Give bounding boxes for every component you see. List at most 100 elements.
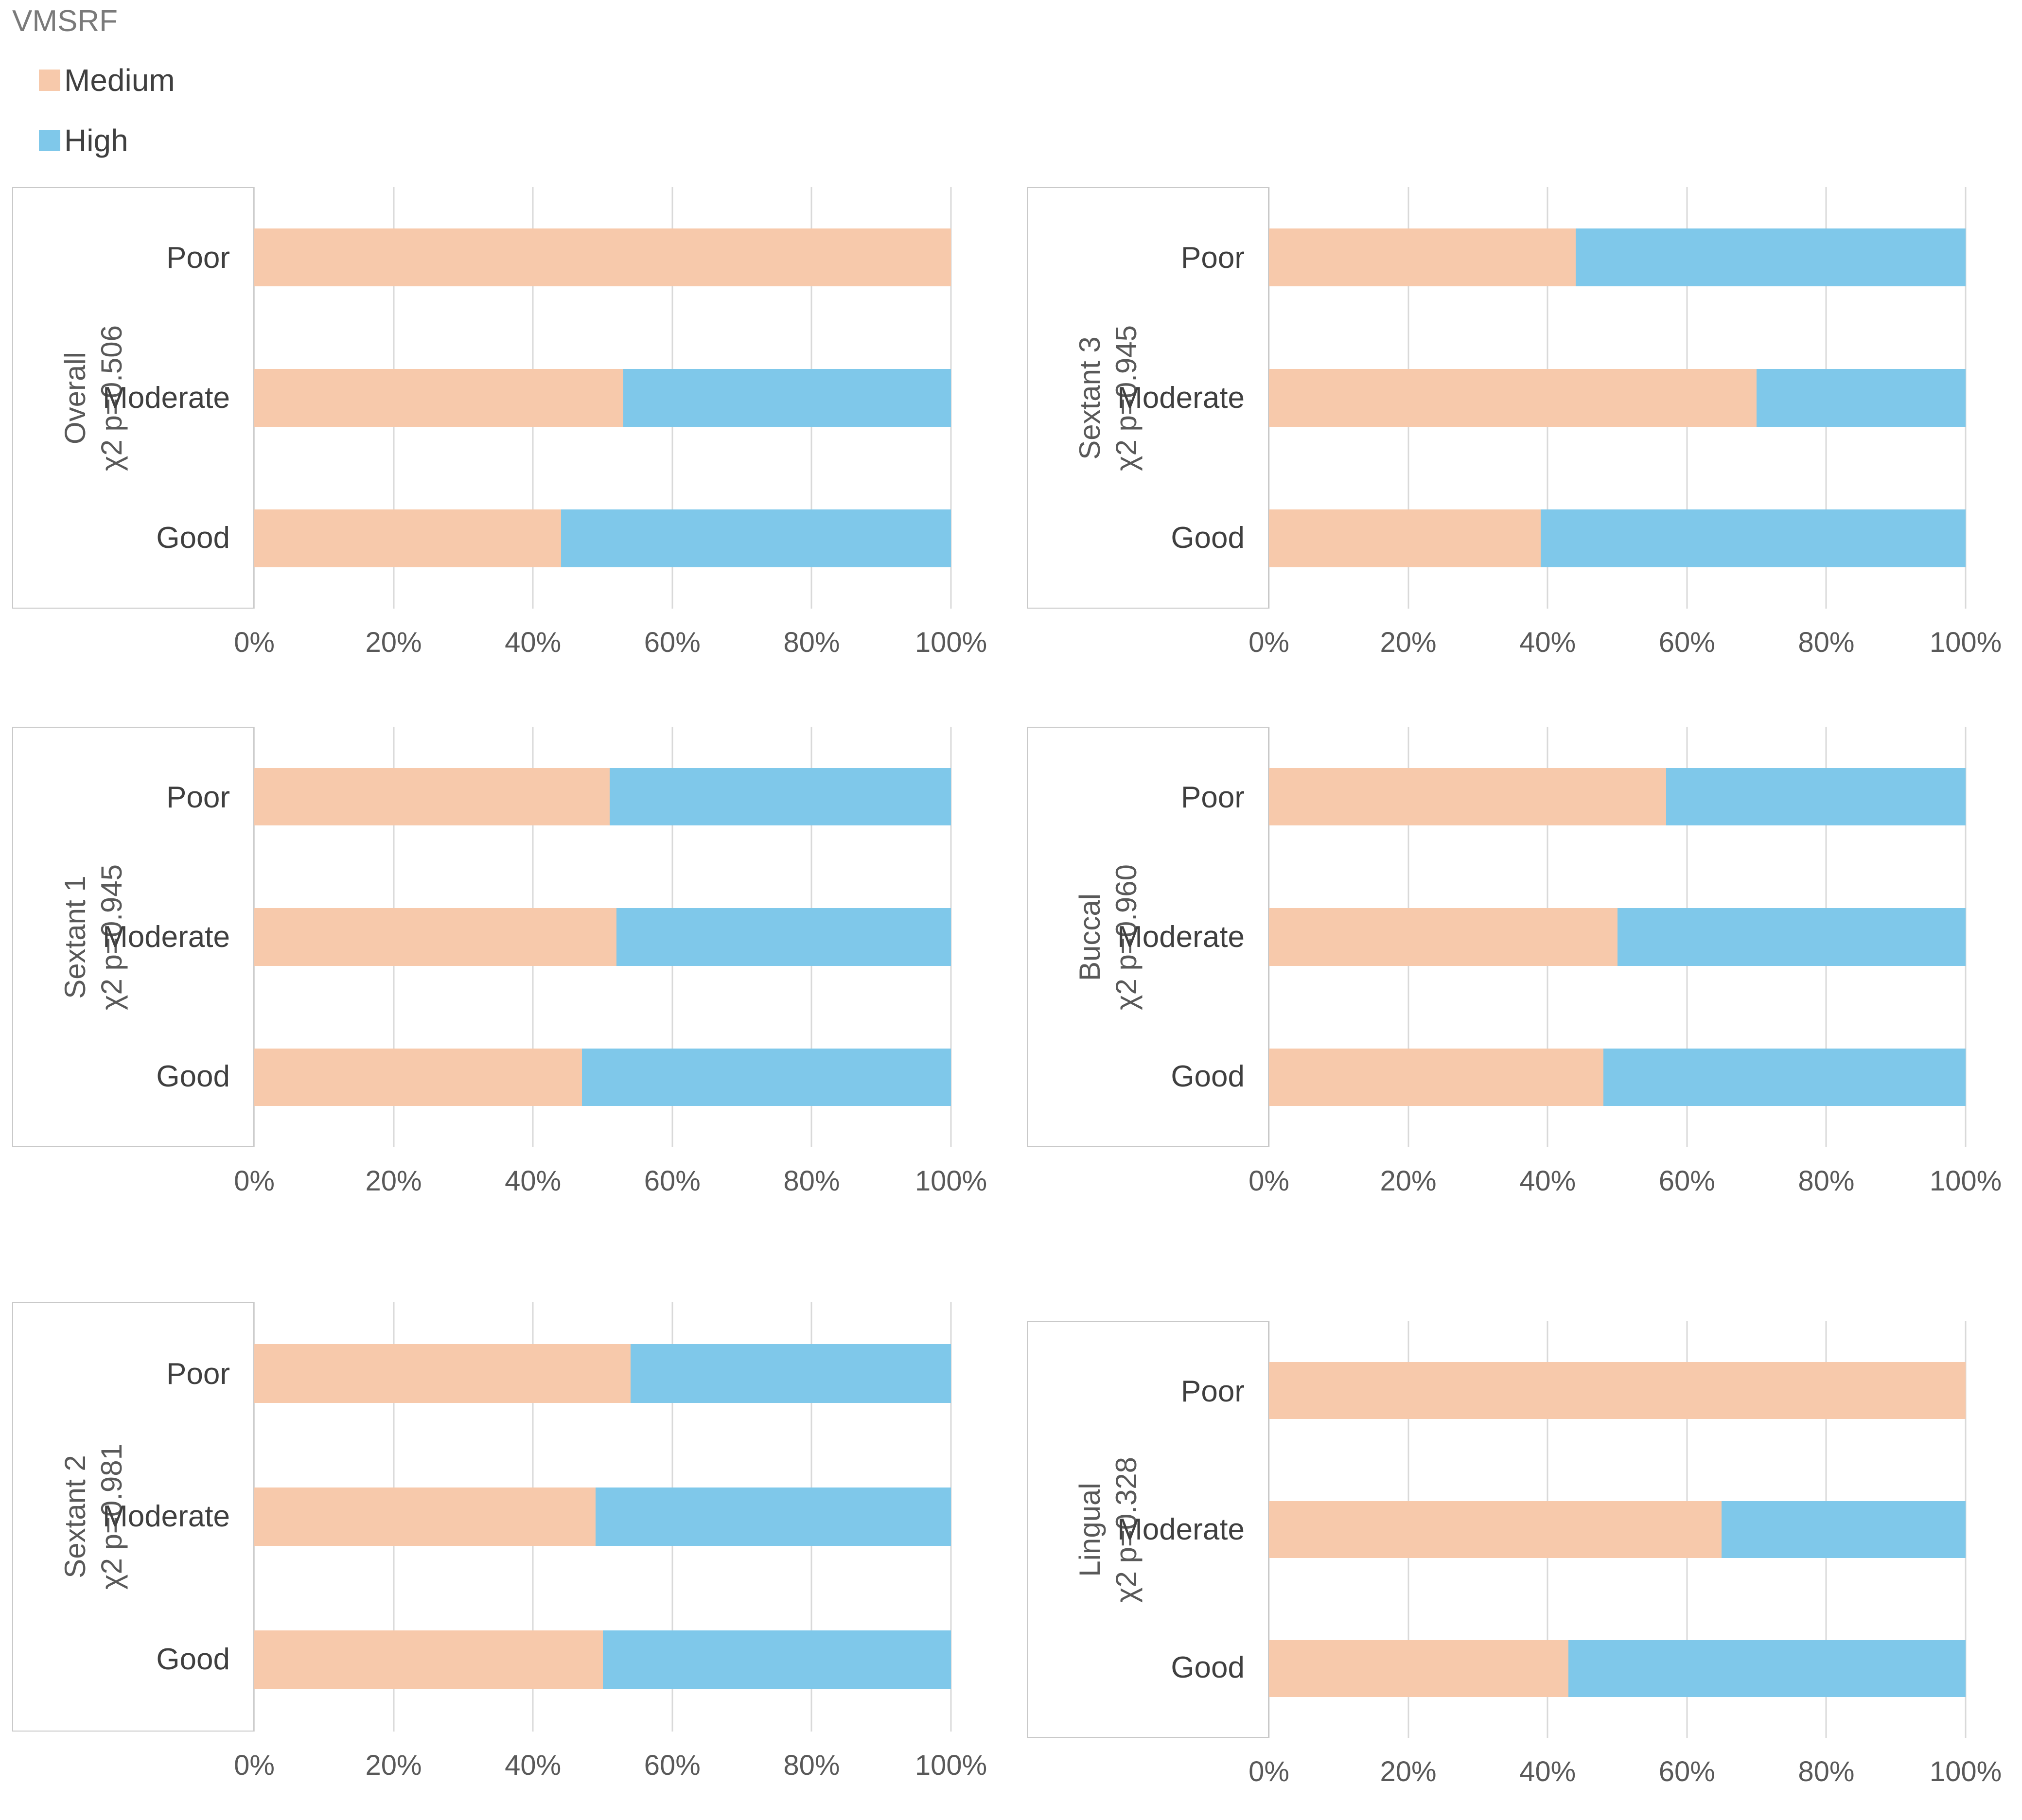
bar-moderate (254, 908, 951, 966)
chart-sextant-3-label-box: Sextant 3 χ2 p=0.945 Poor Moderate Good (1027, 187, 1269, 609)
gridline (950, 187, 952, 609)
x-axis: 0% 20% 40% 60% 80% 100% (1248, 1165, 2002, 1197)
bar-segment-medium (254, 369, 624, 427)
bar-good (254, 1048, 951, 1106)
chart-sextant-2-label-box: Sextant 2 χ2 p=0.981 Poor Moderate Good (12, 1302, 254, 1732)
bar-good (1269, 1048, 1966, 1106)
bar-moderate (1269, 1501, 1966, 1558)
bar-segment-medium (254, 1048, 582, 1106)
category-label: Poor (1181, 241, 1245, 275)
category-label: Poor (1181, 781, 1245, 814)
category-label: Good (1171, 1651, 1245, 1685)
bar-segment-medium (1269, 1640, 1569, 1697)
plot-area (1268, 187, 1967, 609)
bar-segment-high (1617, 908, 1966, 966)
x-tick-label: 100% (1929, 1756, 2002, 1787)
category-label: Poor (166, 781, 230, 814)
legend-title: VMSRF (12, 4, 118, 38)
bar-poor (254, 1344, 951, 1403)
bar-poor (1269, 228, 1966, 286)
category-label: Moderate (103, 920, 230, 954)
category-label: Good (1171, 521, 1245, 555)
bar-segment-high (1568, 1640, 1966, 1697)
legend-item-medium: Medium (39, 62, 175, 98)
x-tick-label: 80% (783, 1165, 840, 1197)
gridline (950, 1302, 952, 1732)
plot-area (253, 187, 952, 609)
chart-sextant-3: Sextant 3 χ2 p=0.945 Poor Moderate Good 0… (1027, 187, 2002, 658)
chart-lingual-label-box: Lingual χ2 p=0.328 Poor Moderate Good (1027, 1321, 1269, 1738)
bar-good (254, 1630, 951, 1690)
bar-segment-high (1722, 1501, 1966, 1558)
bar-segment-high (596, 1487, 951, 1546)
x-tick-label: 20% (365, 1750, 422, 1781)
x-axis: 0% 20% 40% 60% 80% 100% (1248, 626, 2002, 658)
plot-area (1268, 727, 1967, 1147)
x-tick-label: 20% (1380, 1165, 1437, 1197)
x-tick-label: 0% (1248, 1165, 1289, 1197)
x-tick-label: 60% (1658, 1165, 1715, 1197)
bar-moderate (1269, 369, 1966, 427)
chart-sextant-1-label-box: Sextant 1 χ2 p=0.945 Poor Moderate Good (12, 727, 254, 1147)
plot-area (1268, 1321, 1967, 1738)
bar-segment-medium (1269, 1501, 1722, 1558)
category-label: Good (1171, 1060, 1245, 1093)
plot-area (253, 727, 952, 1147)
bar-segment-high (602, 1630, 951, 1690)
x-tick-label: 60% (1658, 1756, 1715, 1787)
bar-poor (254, 228, 951, 286)
x-axis: 0% 20% 40% 60% 80% 100% (234, 626, 987, 658)
legend-swatch-high-icon (39, 130, 60, 151)
category-label: Poor (166, 1357, 230, 1391)
x-tick-label: 40% (505, 627, 562, 658)
bar-segment-high (630, 1344, 951, 1403)
bar-moderate (254, 1487, 951, 1546)
chart-overall: Overall χ2 p=0.506 Poor Moderate Good 0% 2… (12, 187, 987, 658)
x-tick-label: 100% (914, 1750, 987, 1781)
bar-segment-high (1540, 509, 1966, 567)
bar-segment-medium (1269, 908, 1618, 966)
chart-buccal-label-box: Buccal χ2 p=0.960 Poor Moderate Good (1027, 727, 1269, 1147)
x-tick-label: 60% (1658, 627, 1715, 658)
bar-segment-medium (1269, 768, 1666, 826)
bar-segment-high (1603, 1048, 1966, 1106)
legend-label-medium: Medium (64, 63, 175, 98)
plot-area (253, 1302, 952, 1732)
bar-segment-medium (254, 228, 951, 286)
x-tick-label: 0% (1248, 1756, 1289, 1787)
x-tick-label: 100% (914, 627, 987, 658)
x-tick-label: 20% (1380, 1756, 1437, 1787)
x-tick-label: 0% (234, 1165, 275, 1197)
gridline (1965, 1321, 1967, 1738)
category-label: Poor (166, 241, 230, 275)
legend-swatch-medium-icon (39, 70, 60, 91)
x-tick-label: 20% (1380, 627, 1437, 658)
x-tick-label: 40% (1519, 1165, 1576, 1197)
category-label: Moderate (1117, 1512, 1245, 1546)
x-tick-label: 0% (234, 1750, 275, 1781)
category-label: Good (156, 521, 230, 555)
bar-good (1269, 509, 1966, 567)
x-tick-label: 20% (365, 627, 422, 658)
bar-poor (1269, 768, 1966, 826)
bar-segment-medium (1269, 1362, 1966, 1419)
bar-segment-medium (1269, 228, 1576, 286)
x-tick-label: 60% (644, 627, 701, 658)
x-tick-label: 80% (1798, 627, 1855, 658)
x-tick-label: 40% (505, 1750, 562, 1781)
chart-sextant-2: Sextant 2 χ2 p=0.981 Poor Moderate Good 0… (12, 1302, 987, 1781)
legend-label-high: High (64, 123, 128, 158)
gridline (1965, 727, 1967, 1147)
x-tick-label: 100% (1929, 627, 2002, 658)
category-label: Poor (1181, 1374, 1245, 1408)
x-tick-label: 0% (1248, 627, 1289, 658)
bar-segment-medium (254, 1630, 603, 1690)
bar-good (1269, 1640, 1966, 1697)
x-tick-label: 80% (1798, 1165, 1855, 1197)
x-tick-label: 40% (505, 1165, 562, 1197)
bar-poor (254, 768, 951, 826)
x-axis: 0% 20% 40% 60% 80% 100% (234, 1165, 987, 1197)
bar-segment-high (1757, 369, 1966, 427)
x-tick-label: 40% (1519, 1756, 1576, 1787)
bar-segment-medium (1269, 369, 1757, 427)
